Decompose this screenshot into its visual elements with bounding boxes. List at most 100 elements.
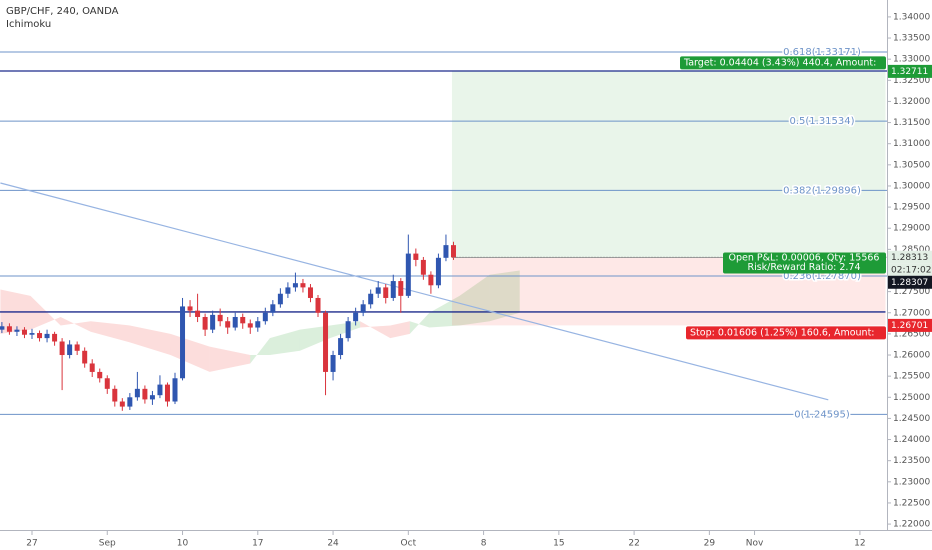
candle-body <box>225 321 231 328</box>
stop-price-label-box <box>888 318 932 332</box>
cloud-segment <box>30 295 61 330</box>
last-price-label: 1.28313 <box>891 253 928 263</box>
candle-body <box>52 333 58 342</box>
y-tick-label: 1.26000 <box>893 351 930 361</box>
y-tick-label: 1.24000 <box>893 435 930 445</box>
entry-price-label: 1.28307 <box>891 278 928 288</box>
candle-body <box>255 321 261 328</box>
y-tick-label: 1.33500 <box>893 34 930 44</box>
candle-body <box>262 312 268 322</box>
y-tick-label: 1.30500 <box>893 160 930 170</box>
candle-body <box>44 333 50 339</box>
candle-body <box>450 245 456 258</box>
cloud-segment <box>409 312 430 334</box>
y-tick-label: 1.29500 <box>893 203 930 213</box>
y-tick-label: 1.28500 <box>893 245 930 255</box>
candle-body <box>202 316 208 330</box>
candle-body <box>398 281 404 296</box>
candle-body <box>390 281 396 298</box>
candle-body <box>6 326 12 332</box>
pnl-label: Open P&L: 0.00006, Qty: 15566 <box>729 253 880 264</box>
candle-body <box>0 326 5 330</box>
cloud-segment <box>269 329 300 356</box>
candle-body <box>37 333 43 339</box>
target-price-label: 1.32711 <box>891 67 928 77</box>
y-tick-label: 1.31500 <box>893 118 930 128</box>
y-tick-label: 1.22000 <box>893 520 930 530</box>
candle-body <box>353 312 359 322</box>
y-tick-label: 1.27500 <box>893 287 930 297</box>
candle-body <box>195 310 201 317</box>
y-tick-label: 1.23500 <box>893 456 930 466</box>
candle-body <box>112 388 118 402</box>
trendline <box>0 182 829 401</box>
candle-body <box>315 297 321 313</box>
candle-body <box>300 283 306 288</box>
cloud-segment <box>459 274 490 326</box>
candle-body <box>292 283 298 288</box>
target-label: Target: 0.04404 (3.43%) 440.4, Amount: <box>683 57 876 68</box>
candle-body <box>428 274 434 286</box>
cloud-segment <box>299 325 331 351</box>
candle-body <box>187 306 193 311</box>
candle-body <box>443 245 449 258</box>
cloud-segment <box>129 325 171 356</box>
y-tick-label: 1.29000 <box>893 224 930 234</box>
y-tick-label: 1.32000 <box>893 97 930 107</box>
fib-label: 0(1.24595) <box>794 409 850 420</box>
candle-body <box>285 287 291 294</box>
candle-body <box>405 253 411 296</box>
candle-body <box>97 371 103 379</box>
candle-body <box>240 316 246 324</box>
cloud-segment <box>330 321 361 339</box>
chart-title: GBP/CHF, 240, OANDA <box>6 6 119 17</box>
y-tick-label: 1.32500 <box>893 76 930 86</box>
candle-body <box>82 350 88 364</box>
stop-price-label: 1.26701 <box>891 321 928 331</box>
candle-body <box>149 395 155 400</box>
pnl-box <box>723 252 886 274</box>
candle-body <box>119 401 125 407</box>
candle-body <box>89 363 95 372</box>
y-tick-label: 1.31000 <box>893 139 930 149</box>
candle-body <box>413 253 419 260</box>
cloud-segment <box>360 321 391 339</box>
candle-body <box>104 378 110 389</box>
x-tick-label: Oct <box>401 539 417 549</box>
fib-label: 0.5(1.31534) <box>789 116 854 127</box>
candle-body <box>164 384 170 402</box>
x-tick-label: 22 <box>628 539 639 549</box>
candle-body <box>232 316 238 328</box>
x-tick-label: 15 <box>553 539 564 549</box>
plot-area: 0.618(1.33171) 0.5(1.31534) 0.382(1.29896)… <box>0 45 887 422</box>
candle-body <box>157 384 163 396</box>
candle-body <box>383 287 389 298</box>
y-tick-label: 1.26500 <box>893 329 930 339</box>
candle-body <box>134 388 140 398</box>
candle-body <box>375 287 381 294</box>
candle-body <box>217 314 223 322</box>
stop-label: Stop: 0.01606 (1.25%) 160.6, Amount: <box>690 327 875 338</box>
entry-price-label-box <box>888 275 932 289</box>
candle-body <box>142 388 148 400</box>
candle-body <box>270 304 276 313</box>
y-tick-label: 1.25500 <box>893 372 930 382</box>
cloud-segment <box>60 316 91 332</box>
y-tick-label: 1.33000 <box>893 55 930 65</box>
cloud-segment <box>489 270 520 322</box>
cloud-segment <box>90 321 130 343</box>
cloud-segment <box>250 338 270 364</box>
x-tick-label: 27 <box>26 539 37 549</box>
stop-label-box <box>686 326 886 340</box>
ratio-label: Risk/Reward Ratio: 2.74 <box>747 262 860 273</box>
candle-body <box>345 321 351 339</box>
candle-body <box>67 344 73 356</box>
candle-body <box>21 329 27 335</box>
y-tick-label: 1.34000 <box>893 12 930 22</box>
x-tick-label: Sep <box>99 539 116 549</box>
indicator-name: Ichimoku <box>6 19 51 30</box>
candle-body <box>29 333 35 335</box>
y-tick-label: 1.22500 <box>893 498 930 508</box>
